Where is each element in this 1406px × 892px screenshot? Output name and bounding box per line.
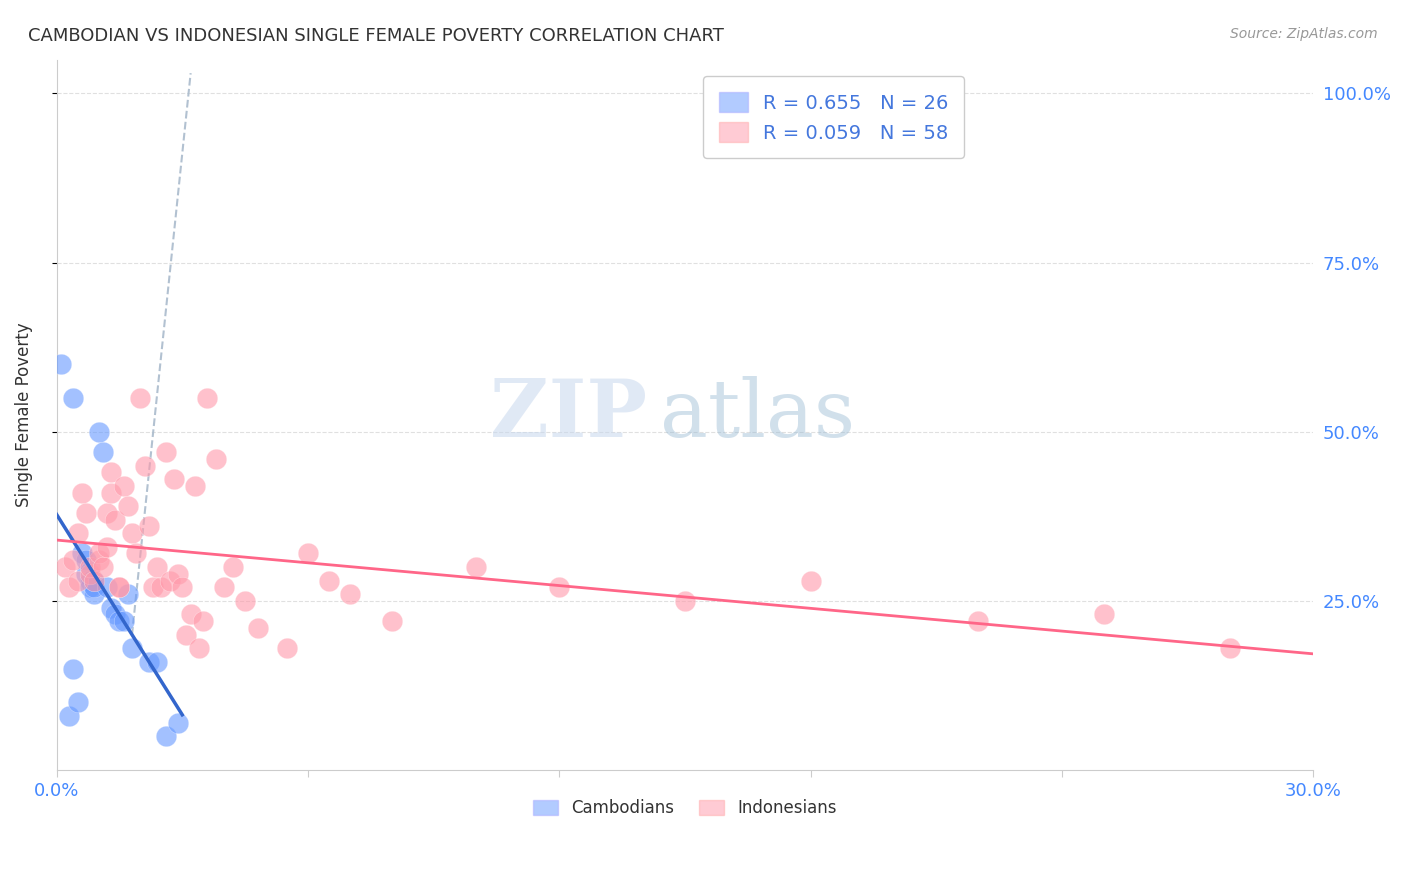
- Point: [70, 547, 93, 561]
- Point: [66, 574, 89, 588]
- Point: [176, 628, 198, 642]
- Point: [79, 580, 101, 594]
- Point: [49, 357, 72, 371]
- Point: [100, 600, 122, 615]
- Point: [83, 574, 105, 588]
- Point: [100, 465, 122, 479]
- Point: [146, 560, 169, 574]
- Text: Source: ZipAtlas.com: Source: ZipAtlas.com: [1230, 27, 1378, 41]
- Point: [108, 580, 131, 594]
- Point: [464, 560, 486, 574]
- Point: [112, 479, 135, 493]
- Text: ZIP: ZIP: [491, 376, 647, 454]
- Point: [62, 553, 84, 567]
- Legend: Cambodians, Indonesians: Cambodians, Indonesians: [524, 791, 845, 826]
- Point: [246, 621, 269, 635]
- Point: [53, 560, 76, 574]
- Point: [172, 580, 194, 594]
- Point: [197, 391, 219, 405]
- Point: [800, 574, 823, 588]
- Point: [193, 614, 215, 628]
- Point: [58, 709, 80, 723]
- Point: [673, 594, 696, 608]
- Point: [121, 641, 143, 656]
- Point: [167, 566, 190, 581]
- Point: [967, 614, 990, 628]
- Point: [79, 566, 101, 581]
- Point: [83, 574, 105, 588]
- Point: [58, 580, 80, 594]
- Point: [112, 614, 135, 628]
- Point: [83, 580, 105, 594]
- Point: [129, 391, 152, 405]
- Point: [87, 425, 110, 439]
- Point: [318, 574, 340, 588]
- Point: [117, 499, 139, 513]
- Point: [96, 506, 118, 520]
- Point: [221, 560, 243, 574]
- Point: [87, 553, 110, 567]
- Point: [108, 580, 131, 594]
- Point: [1092, 607, 1115, 622]
- Point: [233, 594, 256, 608]
- Point: [146, 655, 169, 669]
- Point: [91, 560, 114, 574]
- Y-axis label: Single Female Poverty: Single Female Poverty: [15, 323, 32, 508]
- Point: [91, 445, 114, 459]
- Point: [79, 574, 101, 588]
- Point: [276, 641, 298, 656]
- Point: [548, 580, 571, 594]
- Point: [150, 580, 173, 594]
- Point: [142, 580, 165, 594]
- Point: [108, 614, 131, 628]
- Point: [100, 485, 122, 500]
- Point: [96, 580, 118, 594]
- Point: [104, 607, 127, 622]
- Point: [188, 641, 211, 656]
- Text: CAMBODIAN VS INDONESIAN SINGLE FEMALE POVERTY CORRELATION CHART: CAMBODIAN VS INDONESIAN SINGLE FEMALE PO…: [28, 27, 724, 45]
- Point: [204, 451, 226, 466]
- Point: [159, 574, 181, 588]
- Point: [138, 655, 160, 669]
- Point: [155, 445, 177, 459]
- Point: [83, 587, 105, 601]
- Point: [66, 695, 89, 709]
- Point: [121, 526, 143, 541]
- Point: [381, 614, 404, 628]
- Point: [339, 587, 361, 601]
- Point: [163, 472, 186, 486]
- Point: [75, 506, 97, 520]
- Text: atlas: atlas: [659, 376, 855, 454]
- Point: [96, 540, 118, 554]
- Point: [62, 391, 84, 405]
- Point: [87, 547, 110, 561]
- Point: [212, 580, 235, 594]
- Point: [155, 729, 177, 743]
- Point: [75, 553, 97, 567]
- Point: [138, 519, 160, 533]
- Point: [62, 661, 84, 675]
- Point: [79, 560, 101, 574]
- Point: [75, 566, 97, 581]
- Point: [167, 715, 190, 730]
- Point: [134, 458, 156, 473]
- Point: [70, 485, 93, 500]
- Point: [125, 547, 148, 561]
- Point: [1218, 641, 1240, 656]
- Point: [180, 607, 202, 622]
- Point: [66, 526, 89, 541]
- Point: [297, 547, 319, 561]
- Point: [117, 587, 139, 601]
- Point: [104, 513, 127, 527]
- Point: [184, 479, 207, 493]
